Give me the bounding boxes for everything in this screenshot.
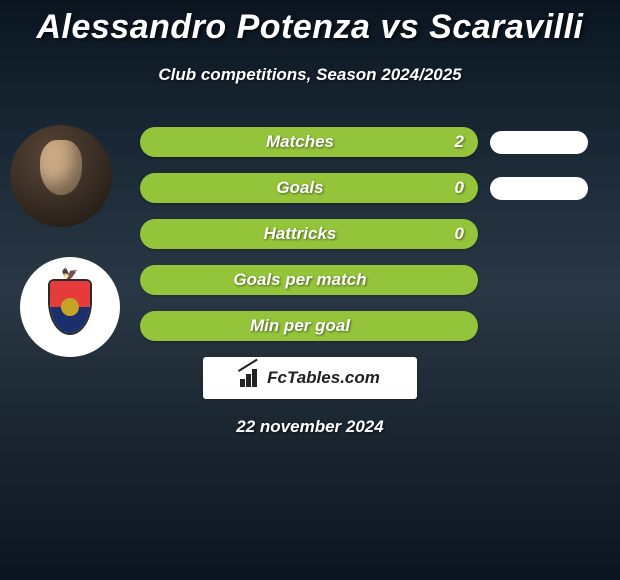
stat-label: Min per goal	[140, 316, 478, 336]
stat-value: 0	[455, 224, 464, 244]
bar-chart-icon	[240, 369, 262, 387]
stat-bar: Matches 2	[140, 127, 478, 157]
stat-pill	[490, 177, 588, 200]
stat-pill	[490, 131, 588, 154]
stat-label: Goals per match	[140, 270, 478, 290]
player-avatar	[10, 125, 112, 227]
date-text: 22 november 2024	[0, 417, 620, 437]
page-subtitle: Club competitions, Season 2024/2025	[0, 65, 620, 85]
stat-bar: Goals 0	[140, 173, 478, 203]
attribution-box: FcTables.com	[203, 357, 417, 399]
club-avatar: 🦅	[20, 257, 120, 357]
page-title: Alessandro Potenza vs Scaravilli	[0, 0, 620, 47]
stat-row-hattricks: Hattricks 0	[140, 219, 600, 249]
attribution-text: FcTables.com	[267, 368, 380, 388]
stat-row-matches: Matches 2	[140, 127, 600, 157]
stat-row-goals-per-match: Goals per match	[140, 265, 600, 295]
stat-label: Goals	[140, 178, 478, 198]
stat-label: Matches	[140, 132, 478, 152]
comparison-panel: 🦅 Matches 2 Goals 0 Hattricks 0	[0, 127, 620, 437]
stat-row-goals: Goals 0	[140, 173, 600, 203]
stat-value: 0	[455, 178, 464, 198]
stat-value: 2	[455, 132, 464, 152]
stat-bar: Hattricks 0	[140, 219, 478, 249]
stat-label: Hattricks	[140, 224, 478, 244]
stat-bar: Min per goal	[140, 311, 478, 341]
club-badge-icon	[48, 279, 92, 335]
stat-bar: Goals per match	[140, 265, 478, 295]
stat-row-min-per-goal: Min per goal	[140, 311, 600, 341]
